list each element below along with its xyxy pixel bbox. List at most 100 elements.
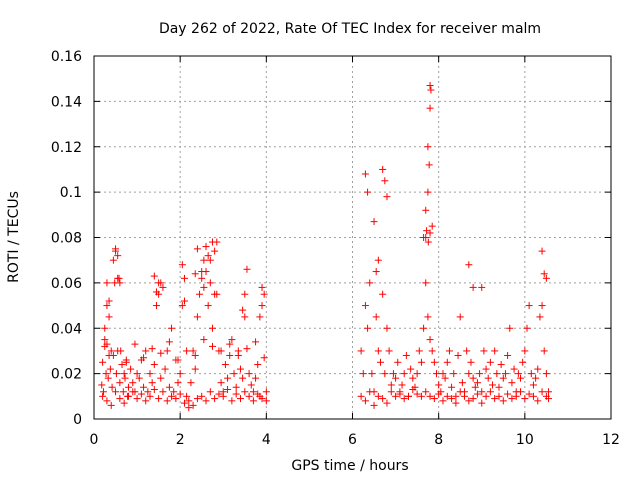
data-point — [228, 336, 236, 344]
data-point — [534, 365, 542, 373]
data-point — [398, 381, 406, 389]
data-point — [221, 361, 229, 369]
data-point — [361, 397, 369, 405]
data-point — [106, 365, 114, 373]
y-tick-label: 0.16 — [51, 49, 82, 65]
data-point — [512, 392, 520, 400]
data-point — [357, 347, 365, 355]
data-point — [480, 347, 488, 355]
data-point — [441, 374, 449, 382]
data-point — [180, 274, 188, 282]
data-point — [144, 388, 152, 396]
data-point — [208, 238, 216, 246]
data-point — [435, 390, 443, 398]
data-point — [542, 274, 550, 282]
data-point — [109, 256, 117, 264]
data-point — [377, 358, 385, 366]
x-tick-label: 0 — [90, 432, 99, 448]
data-point — [206, 388, 214, 396]
data-point — [461, 392, 469, 400]
data-point — [191, 365, 199, 373]
y-tick-label: 0 — [73, 412, 82, 428]
data-point — [545, 395, 553, 403]
data-point — [422, 279, 430, 287]
data-point — [396, 390, 404, 398]
data-point — [536, 313, 544, 321]
data-point — [379, 290, 387, 298]
grid — [94, 56, 611, 419]
data-point — [236, 395, 244, 403]
data-point — [420, 324, 428, 332]
data-point — [99, 388, 107, 396]
data-point — [478, 283, 486, 291]
data-point — [448, 383, 456, 391]
data-point — [525, 390, 533, 398]
data-point — [387, 381, 395, 389]
data-point — [239, 306, 247, 314]
data-point — [228, 397, 236, 405]
data-point — [452, 392, 460, 400]
data-point — [211, 247, 219, 255]
data-point — [538, 388, 546, 396]
data-point — [148, 345, 156, 353]
data-point — [506, 324, 514, 332]
axis-ticks: 0 2 4 6 8 10 12 0 0.02 0.04 0.06 0.08 0.1 0.12 0.14 0.1… — [51, 49, 620, 448]
data-point — [170, 388, 178, 396]
data-point — [99, 358, 107, 366]
data-point — [174, 356, 182, 364]
data-point — [465, 261, 473, 269]
data-point — [400, 370, 408, 378]
data-point — [213, 290, 221, 298]
data-points — [98, 81, 553, 412]
data-point — [364, 188, 372, 196]
data-point — [202, 243, 210, 251]
data-point — [142, 397, 150, 405]
data-point — [542, 370, 550, 378]
data-point — [478, 388, 486, 396]
data-point — [486, 358, 494, 366]
data-point — [504, 390, 512, 398]
data-point — [176, 370, 184, 378]
data-point — [473, 379, 481, 387]
data-point — [249, 388, 257, 396]
data-point — [425, 161, 433, 169]
data-point — [204, 302, 212, 310]
data-point — [510, 365, 518, 373]
data-point — [260, 354, 268, 362]
data-point — [105, 297, 113, 305]
data-point — [193, 245, 201, 253]
data-point — [426, 229, 434, 237]
data-point — [400, 395, 408, 403]
data-point — [133, 395, 141, 403]
data-point — [525, 302, 533, 310]
data-point — [445, 347, 453, 355]
y-tick-label: 0.08 — [51, 231, 82, 247]
data-point — [517, 388, 525, 396]
data-point — [493, 370, 501, 378]
data-point — [217, 379, 225, 387]
data-point — [105, 351, 113, 359]
data-point — [424, 238, 432, 246]
data-point — [433, 370, 441, 378]
data-point — [527, 370, 535, 378]
data-point — [202, 268, 210, 276]
data-point — [514, 370, 522, 378]
data-point — [405, 392, 413, 400]
data-point — [103, 397, 111, 405]
data-point — [374, 392, 382, 400]
data-point — [361, 302, 369, 310]
data-point — [383, 324, 391, 332]
data-point — [104, 374, 112, 382]
data-point — [521, 347, 529, 355]
data-point — [157, 279, 165, 287]
data-point — [193, 313, 201, 321]
data-point — [232, 383, 240, 391]
data-point — [370, 218, 378, 226]
data-point — [245, 392, 253, 400]
data-point — [208, 342, 216, 350]
data-point — [191, 351, 199, 359]
data-point — [540, 270, 548, 278]
data-point — [155, 290, 163, 298]
data-point — [204, 252, 212, 260]
data-point — [148, 379, 156, 387]
